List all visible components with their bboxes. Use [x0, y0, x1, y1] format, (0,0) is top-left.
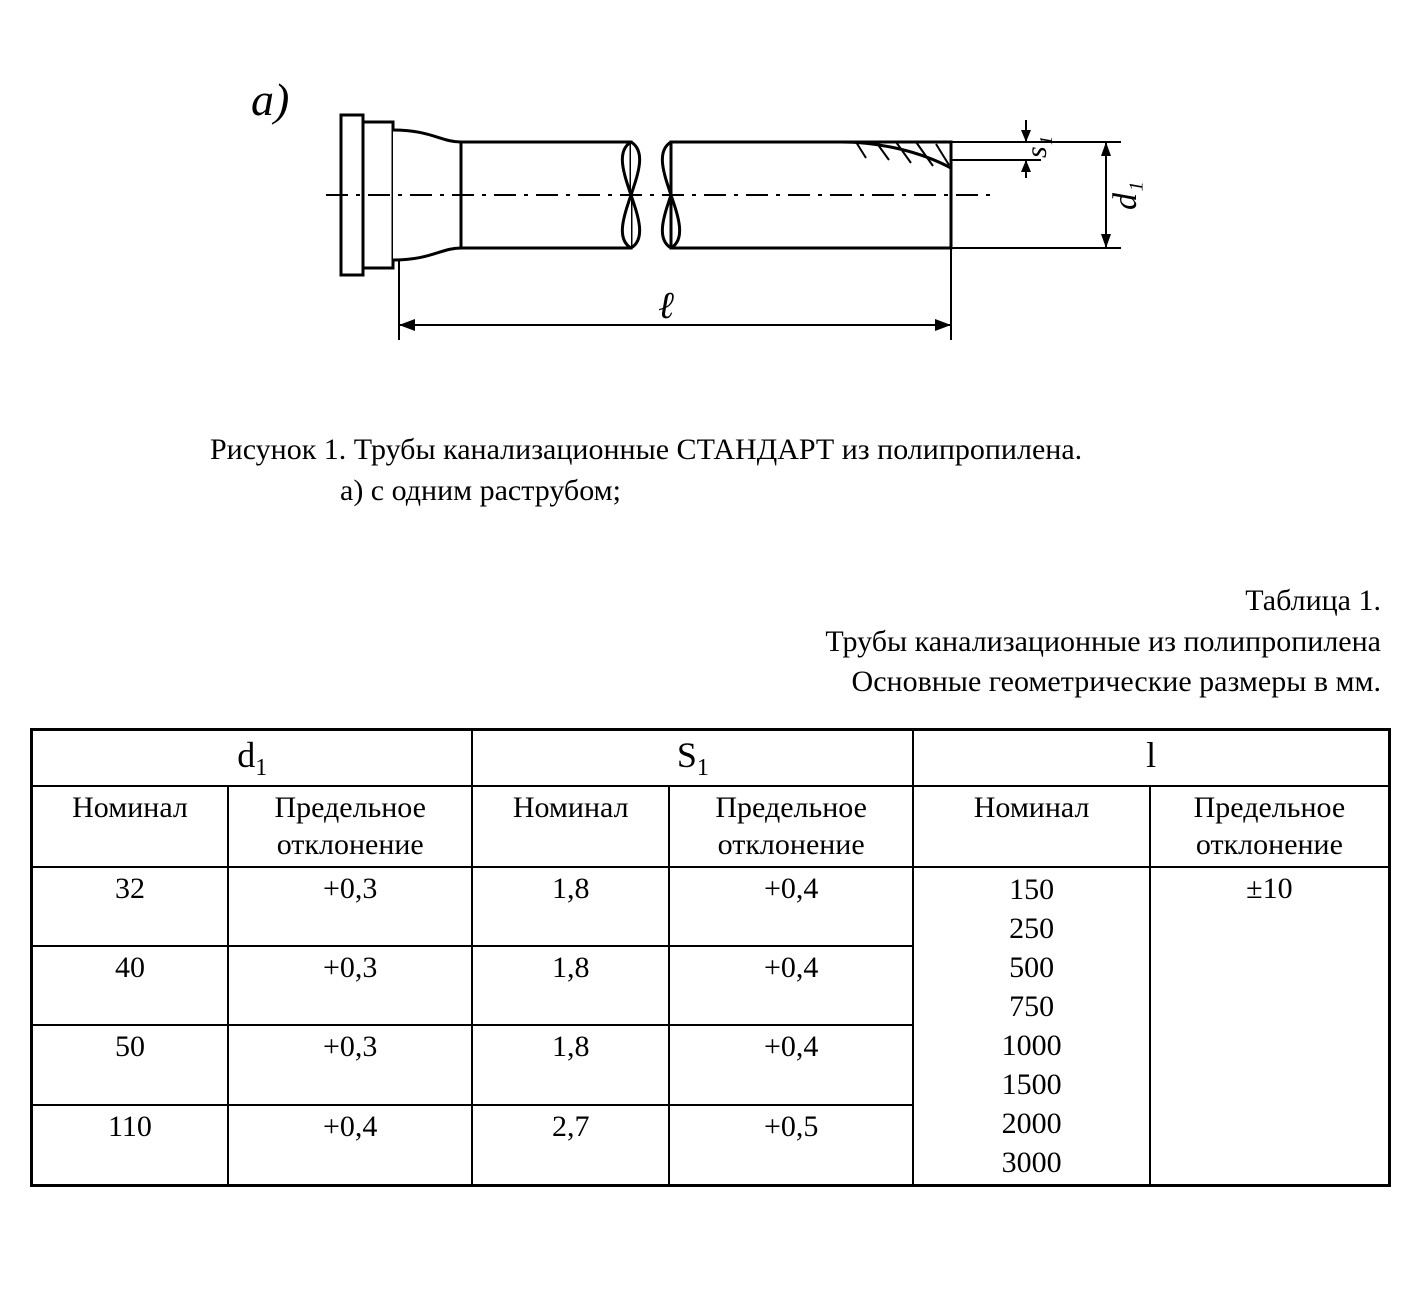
subheader-d1-nominal: Номинал [32, 786, 229, 867]
table-title-line3: Основные геометрические размеры в мм. [30, 662, 1381, 703]
figure-letter: а) [251, 74, 289, 125]
dim-diameter-label: d₁ [1107, 181, 1144, 210]
header-d1: d1 [32, 729, 473, 786]
l-tolerance-cell: ±10 [1150, 867, 1390, 1186]
subheader-d1-tolerance: Предельное отклонение [228, 786, 472, 867]
subheader-s1-tolerance: Предельное отклонение [669, 786, 913, 867]
figure-caption-line2: а) с одним раструбом; [340, 471, 1391, 512]
header-l: l [913, 729, 1389, 786]
l-nominal-cell: 150 250 500 750 1000 1500 2000 3000 [913, 867, 1149, 1186]
figure-caption-line1: Рисунок 1. Трубы канализационные СТАНДАР… [210, 430, 1391, 471]
dimensions-table: d1 S1 l Номинал Предельное отклонение Но… [30, 728, 1391, 1187]
table-title-line2: Трубы канализационные из полипропилена [30, 622, 1381, 663]
table-title-block: Таблица 1. Трубы канализационные из поли… [30, 581, 1381, 703]
subheader-l-nominal: Номинал [913, 786, 1149, 867]
header-s1: S1 [472, 729, 913, 786]
subheader-l-tolerance: Предельное отклонение [1150, 786, 1390, 867]
dim-wall-label: s₁ [1020, 136, 1053, 158]
table-row: 32 +0,3 1,8 +0,4 150 250 500 750 1000 15… [32, 867, 1390, 946]
pipe-drawing: а) [231, 60, 1191, 400]
dim-length-label: ℓ [658, 285, 674, 327]
subheader-s1-nominal: Номинал [472, 786, 669, 867]
figure-block: а) [30, 60, 1391, 511]
table-title-line1: Таблица 1. [30, 581, 1381, 622]
